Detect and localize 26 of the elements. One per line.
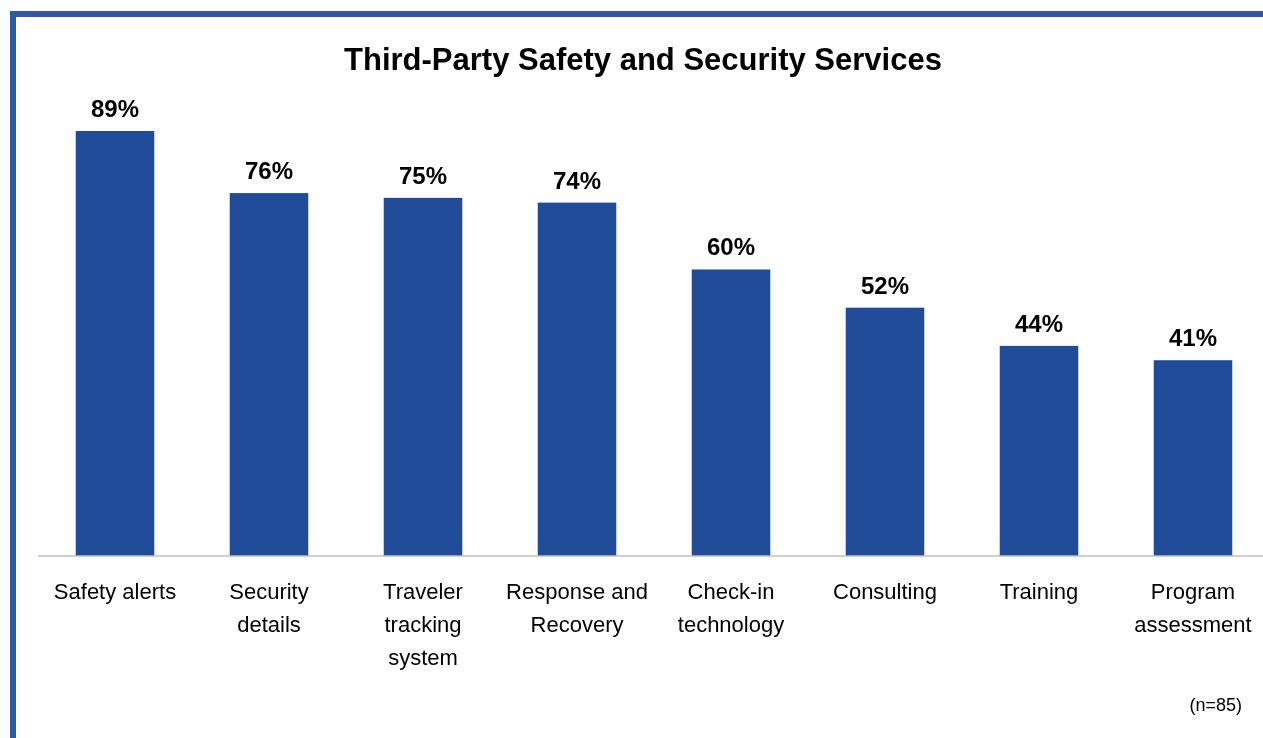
data-label: 44% bbox=[1014, 309, 1064, 337]
data-label: 89% bbox=[90, 95, 140, 122]
bar bbox=[75, 131, 155, 556]
data-label: 41% bbox=[1168, 324, 1218, 352]
x-tick-label: Check-in technology bbox=[677, 579, 785, 637]
chart-title: Third-Party Safety and Security Services bbox=[344, 42, 942, 77]
text: (n=85) bbox=[1189, 695, 1242, 715]
data-label: 76% bbox=[244, 157, 294, 185]
bar bbox=[845, 307, 925, 556]
data-label: 74% bbox=[552, 166, 602, 194]
data-label: 52% bbox=[860, 271, 910, 299]
bar bbox=[383, 197, 463, 556]
x-tick-label: Safety alerts bbox=[53, 579, 177, 604]
bar bbox=[1153, 360, 1233, 556]
x-tick-label: Response and Recovery bbox=[506, 579, 648, 637]
bar bbox=[537, 202, 617, 556]
x-tick-label: Consulting bbox=[833, 579, 937, 604]
x-tick-label: Traveler tracking system bbox=[383, 579, 463, 670]
data-label: 60% bbox=[706, 233, 756, 261]
x-tick-label: Security details bbox=[229, 579, 309, 637]
data-label: 75% bbox=[398, 161, 448, 189]
bar bbox=[691, 269, 771, 556]
bar bbox=[229, 193, 309, 556]
x-tick-label: Program assessment bbox=[1134, 579, 1252, 637]
bar bbox=[999, 345, 1079, 556]
x-tick-label: Training bbox=[999, 579, 1079, 604]
